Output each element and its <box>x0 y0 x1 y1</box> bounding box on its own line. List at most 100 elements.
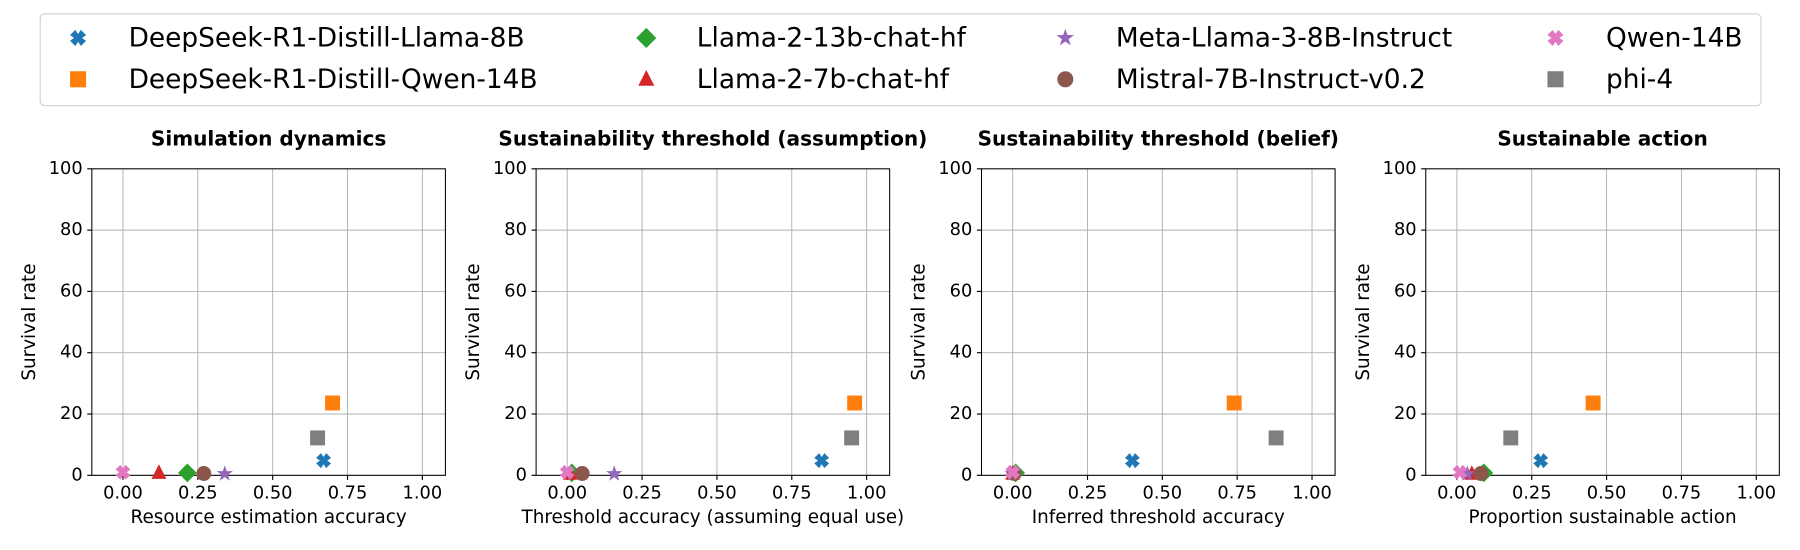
point <box>115 464 131 480</box>
legend-marker <box>636 27 657 48</box>
point <box>316 453 332 469</box>
x-tick-label: 0.50 <box>253 483 293 504</box>
legend-marker <box>70 29 87 46</box>
x-tick-label: 1.00 <box>847 483 887 504</box>
plot-frame <box>535 168 891 476</box>
point <box>606 465 623 481</box>
point <box>1585 395 1601 411</box>
y-tick-label: 0 <box>516 464 527 485</box>
point <box>1268 430 1284 446</box>
x-tick-label: 0.75 <box>1662 483 1702 504</box>
subplot-title: Sustainability threshold (belief) <box>978 127 1339 151</box>
legend-label: Llama-2-7b-chat-hf <box>697 64 950 95</box>
x-axis-label: Proportion sustainable action <box>1468 507 1736 528</box>
x-tick-label: 0.00 <box>547 483 587 504</box>
y-tick-label: 60 <box>60 280 83 301</box>
plot-frame <box>91 168 446 476</box>
plot-frame <box>980 168 1336 476</box>
point <box>196 466 212 481</box>
legend-label: phi-4 <box>1606 64 1673 95</box>
point <box>559 464 575 480</box>
x-tick-label: 0.00 <box>1437 483 1477 504</box>
x-tick-label: 0.50 <box>1587 483 1627 504</box>
point <box>814 453 830 469</box>
y-axis-label: Survival rate <box>1353 263 1374 380</box>
x-tick-label: 0.25 <box>622 483 662 504</box>
point <box>151 464 167 479</box>
legend-marker <box>1057 71 1074 88</box>
point <box>847 395 863 411</box>
y-tick-label: 0 <box>71 464 82 485</box>
point <box>310 430 326 446</box>
legend-label: Mistral-7B-Instruct-v0.2 <box>1116 64 1426 95</box>
point <box>1124 453 1140 469</box>
x-tick-label: 0.00 <box>103 483 143 504</box>
y-tick-label: 40 <box>504 342 527 363</box>
subplot-title: Sustainable action <box>1497 127 1707 151</box>
x-tick-label: 1.00 <box>403 483 443 504</box>
point <box>574 466 590 481</box>
legend-box <box>39 13 1762 107</box>
x-tick-label: 1.00 <box>1292 483 1332 504</box>
x-tick-label: 0.75 <box>328 483 368 504</box>
point <box>1533 453 1549 469</box>
y-tick-label: 80 <box>1394 219 1417 240</box>
y-tick-label: 20 <box>1394 403 1417 424</box>
legend-label: Llama-2-13b-chat-hf <box>697 23 967 54</box>
y-tick-label: 20 <box>950 403 973 424</box>
point <box>1459 465 1476 481</box>
y-tick-label: 80 <box>60 219 83 240</box>
point <box>844 430 860 446</box>
point <box>178 463 197 483</box>
point <box>216 465 233 481</box>
legend-label: DeepSeek-R1-Distill-Qwen-14B <box>129 64 538 95</box>
y-tick-label: 40 <box>60 342 83 363</box>
point <box>1503 430 1519 446</box>
point <box>1452 464 1468 480</box>
x-tick-label: 0.50 <box>1143 483 1183 504</box>
y-tick-label: 0 <box>1405 464 1416 485</box>
point <box>1473 466 1489 481</box>
legend-marker <box>638 70 655 86</box>
y-tick-label: 80 <box>950 219 973 240</box>
y-axis-label: Survival rate <box>463 263 484 380</box>
legend-marker <box>1547 29 1564 46</box>
y-tick-label: 20 <box>504 403 527 424</box>
y-axis-label: Survival rate <box>19 263 40 380</box>
point <box>1005 464 1021 480</box>
y-tick-label: 60 <box>504 280 527 301</box>
x-tick-label: 0.75 <box>1217 483 1257 504</box>
x-tick-label: 0.50 <box>697 483 737 504</box>
legend-marker <box>70 71 87 88</box>
legend-label: Meta-Llama-3-8B-Instruct <box>1116 23 1452 54</box>
x-tick-label: 1.00 <box>1736 483 1776 504</box>
y-tick-label: 80 <box>504 219 527 240</box>
y-tick-label: 0 <box>961 464 972 485</box>
y-tick-label: 40 <box>1394 342 1417 363</box>
point <box>325 395 341 411</box>
subplot-title: Simulation dynamics <box>151 127 387 151</box>
y-tick-label: 60 <box>950 280 973 301</box>
x-axis-label: Threshold accuracy (assuming equal use) <box>521 507 905 528</box>
x-tick-label: 0.25 <box>1068 483 1108 504</box>
y-tick-label: 40 <box>950 342 973 363</box>
y-tick-label: 100 <box>493 158 527 179</box>
x-axis-label: Inferred threshold accuracy <box>1032 507 1285 528</box>
y-tick-label: 20 <box>60 403 83 424</box>
y-axis-label: Survival rate <box>909 263 930 380</box>
x-tick-label: 0.00 <box>993 483 1033 504</box>
subplot-title: Sustainability threshold (assumption) <box>498 127 927 151</box>
x-axis-label: Resource estimation accuracy <box>131 507 407 528</box>
legend-marker <box>1056 28 1075 46</box>
y-tick-label: 60 <box>1394 280 1417 301</box>
legend-label: DeepSeek-R1-Distill-Llama-8B <box>129 23 525 54</box>
y-tick-label: 100 <box>49 158 83 179</box>
legend-marker <box>1547 71 1564 88</box>
point <box>1226 395 1242 411</box>
plot-frame <box>1425 168 1780 476</box>
x-tick-label: 0.75 <box>772 483 812 504</box>
y-tick-label: 100 <box>938 158 972 179</box>
legend-label: Qwen-14B <box>1606 23 1743 54</box>
x-tick-label: 0.25 <box>1512 483 1552 504</box>
